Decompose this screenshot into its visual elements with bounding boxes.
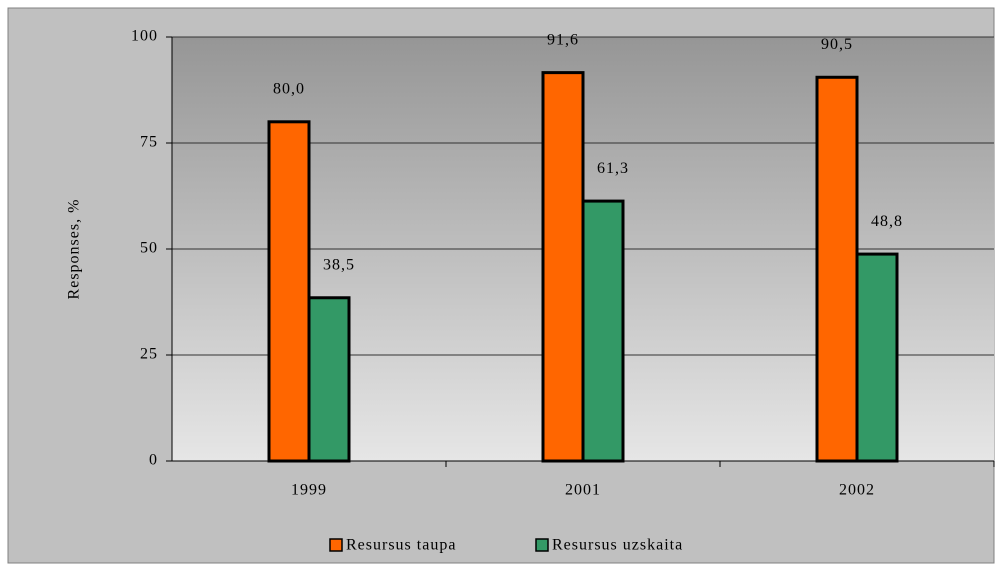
y-tick-label: 25 (140, 346, 158, 363)
value-label: 38,5 (323, 256, 355, 273)
value-label: 80,0 (273, 80, 305, 97)
bar (541, 71, 585, 463)
legend-label: Resursus uzskaita (552, 537, 683, 554)
value-label: 91,6 (547, 31, 579, 48)
legend-swatch (535, 538, 549, 552)
legend-swatch (329, 538, 343, 552)
legend-label: Resursus taupa (346, 537, 456, 554)
bar (267, 120, 311, 463)
value-label: 90,5 (821, 36, 853, 53)
y-tick-label: 50 (140, 240, 158, 257)
bar (815, 75, 859, 463)
x-tick-label: 2002 (839, 482, 875, 499)
y-tick-label: 100 (131, 28, 158, 45)
y-tick-label: 0 (149, 452, 158, 469)
bar (855, 252, 899, 463)
bar (307, 296, 351, 463)
value-label: 61,3 (597, 160, 629, 177)
y-tick-label: 75 (140, 134, 158, 151)
x-tick-label: 1999 (291, 482, 327, 499)
y-axis-label: Responses, % (66, 199, 83, 300)
x-tick-label: 2001 (565, 482, 601, 499)
value-label: 48,8 (871, 213, 903, 230)
bar (581, 199, 625, 463)
